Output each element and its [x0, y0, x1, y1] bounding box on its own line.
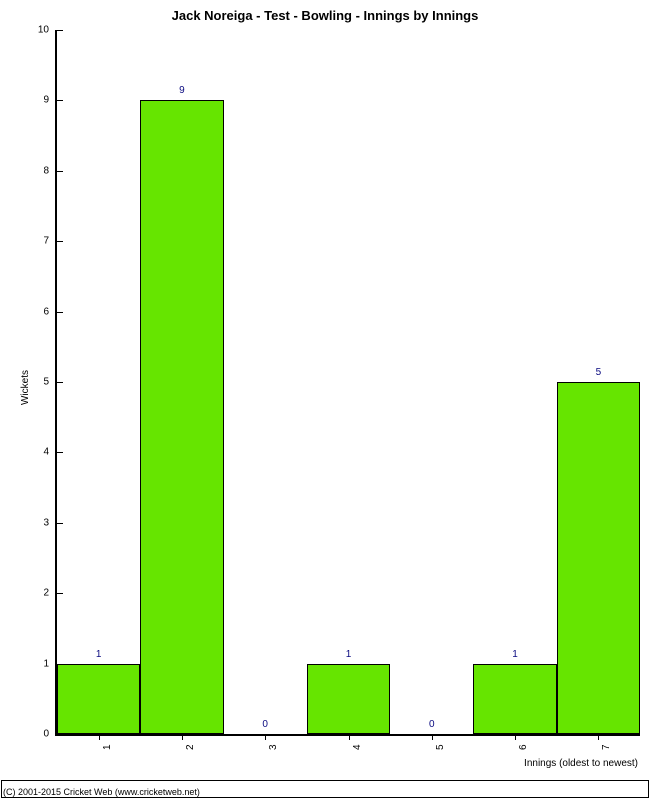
x-tick-label: 5 [435, 744, 446, 750]
y-tick-label: 0 [43, 729, 49, 740]
x-tick [432, 734, 433, 740]
plot-area: 01234567891011920314051657 [55, 30, 640, 736]
chart-title: Jack Noreiga - Test - Bowling - Innings … [0, 8, 650, 23]
y-tick-label: 2 [43, 588, 49, 599]
bar [557, 382, 640, 734]
bar-value-label: 1 [512, 649, 518, 660]
y-tick [57, 171, 63, 172]
y-tick [57, 452, 63, 453]
bar [140, 100, 223, 734]
y-tick [57, 382, 63, 383]
y-tick [57, 100, 63, 101]
x-tick-label: 1 [102, 744, 113, 750]
copyright-text: (C) 2001-2015 Cricket Web (www.cricketwe… [3, 787, 200, 797]
y-tick [57, 30, 63, 31]
y-tick-label: 10 [38, 25, 49, 36]
x-tick [265, 734, 266, 740]
bar-value-label: 0 [262, 719, 268, 730]
y-tick [57, 241, 63, 242]
bar-value-label: 0 [429, 719, 435, 730]
x-tick-label: 2 [185, 744, 196, 750]
x-tick-label: 7 [601, 744, 612, 750]
x-tick-label: 6 [518, 744, 529, 750]
bar [307, 664, 390, 734]
x-tick [349, 734, 350, 740]
x-tick-label: 4 [352, 744, 363, 750]
y-tick-label: 3 [43, 517, 49, 528]
x-tick [515, 734, 516, 740]
y-tick [57, 312, 63, 313]
y-tick-label: 9 [43, 95, 49, 106]
y-tick [57, 523, 63, 524]
bar [473, 664, 556, 734]
x-tick [182, 734, 183, 740]
bar-value-label: 1 [96, 649, 102, 660]
bar-value-label: 5 [596, 367, 602, 378]
x-tick-label: 3 [268, 744, 279, 750]
y-tick-label: 5 [43, 377, 49, 388]
y-tick [57, 734, 63, 735]
bar-value-label: 1 [346, 649, 352, 660]
bar-value-label: 9 [179, 85, 185, 96]
x-tick [598, 734, 599, 740]
x-axis-label: Innings (oldest to newest) [524, 758, 638, 769]
y-tick-label: 7 [43, 236, 49, 247]
y-axis-label: Wickets [20, 370, 31, 405]
chart-container: Jack Noreiga - Test - Bowling - Innings … [0, 0, 650, 800]
x-tick [99, 734, 100, 740]
y-tick-label: 4 [43, 447, 49, 458]
y-tick-label: 6 [43, 306, 49, 317]
y-tick-label: 8 [43, 165, 49, 176]
bar [57, 664, 140, 734]
y-tick [57, 593, 63, 594]
y-tick-label: 1 [43, 658, 49, 669]
